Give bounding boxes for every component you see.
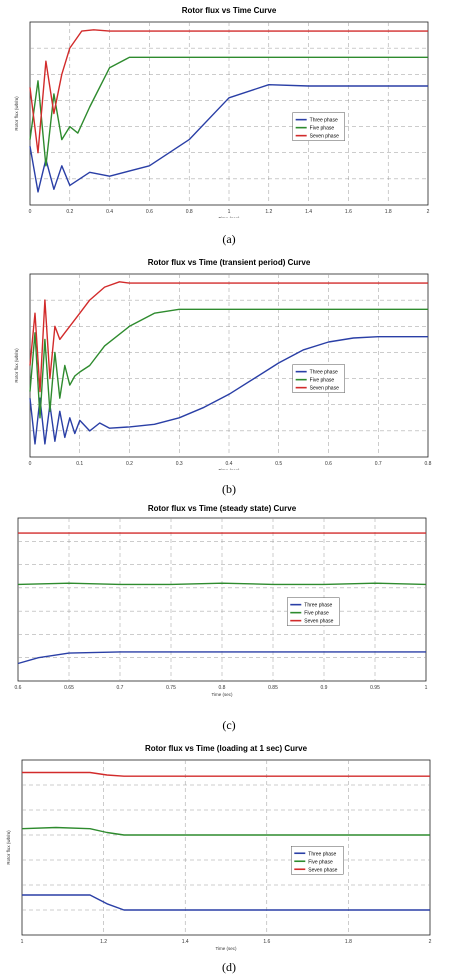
x-tick-label: 2: [429, 939, 432, 945]
legend-label: Five phase: [308, 859, 333, 865]
series-line-five-phase: [29, 56, 428, 167]
x-tick-label: 0.65: [64, 685, 74, 691]
x-tick-label: 1.8: [385, 209, 392, 215]
x-tick-label: 0.6: [15, 685, 22, 691]
x-tick-label: 0.85: [268, 685, 278, 691]
x-tick-label: 0.8: [186, 209, 193, 215]
x-tick-label: 0.6: [325, 461, 332, 467]
x-tick-label: 1.4: [182, 939, 189, 945]
legend-label: Seven phase: [304, 619, 333, 625]
legend: Three phase Five phase Seven phase: [292, 112, 345, 141]
chart-panel-c: Rotor flux vs Time (steady state) Curve 0…: [0, 498, 458, 708]
legend-label: Five phase: [310, 378, 335, 384]
caption-d: (d): [222, 960, 236, 974]
series-line-three-phase: [22, 894, 430, 911]
x-tick-label: 1.4: [305, 209, 312, 215]
legend-label: Five phase: [304, 611, 329, 617]
x-tick-label: 1.2: [100, 939, 107, 945]
x-axis-label: Time (sec): [215, 946, 237, 951]
legend-label: Seven phase: [310, 386, 339, 392]
legend-label: Seven phase: [308, 867, 337, 873]
caption-b: (b): [222, 482, 236, 496]
legend: Three phase Five phase Seven phase: [287, 597, 340, 626]
x-tick-label: 1: [425, 685, 428, 691]
x-tick-label: 1: [21, 939, 24, 945]
x-axis-label: Time (sec): [218, 468, 240, 470]
x-tick-label: 1.8: [345, 939, 352, 945]
chart-title: Rotor flux vs Time (steady state) Curve: [148, 504, 297, 513]
legend: Three phase Five phase Seven phase: [291, 846, 344, 875]
chart-panel-d: Rotor flux vs Time (loading at 1 sec) Cu…: [0, 738, 458, 958]
legend: Three phase Five phase Seven phase: [292, 364, 345, 393]
series-line-five-phase: [17, 582, 427, 586]
x-tick-label: 2: [427, 209, 430, 215]
x-tick-label: 1: [228, 209, 231, 215]
chart-title: Rotor flux vs Time (loading at 1 sec) Cu…: [145, 744, 308, 753]
x-tick-label: 0.5: [275, 461, 282, 467]
x-tick-label: 0.9: [321, 685, 328, 691]
legend-label: Seven phase: [310, 134, 339, 140]
series-line-seven-phase: [22, 771, 430, 777]
legend-label: Three phase: [310, 118, 338, 124]
series-line-seven-phase: [29, 29, 428, 154]
x-tick-label: 0.75: [166, 685, 176, 691]
x-tick-label: 0.7: [375, 461, 382, 467]
x-tick-label: 0: [29, 209, 32, 215]
x-tick-label: 0.95: [370, 685, 380, 691]
x-tick-label: 0.8: [425, 461, 432, 467]
x-axis-label: Time (sec): [218, 216, 240, 218]
y-axis-label: Rotor flux (wb/m): [6, 830, 11, 865]
legend-label: Three phase: [304, 603, 332, 609]
legend-label: Five phase: [310, 126, 335, 132]
series-line-seven-phase: [29, 281, 428, 393]
chart-panel-a: Rotor flux vs Time Curve 0 0.2 0.4 0.6 0.8 1 1.…: [0, 0, 458, 218]
chart-panel-b: Rotor flux vs Time (transient period) Cu…: [0, 252, 458, 470]
series-line-three-phase: [17, 651, 426, 665]
x-tick-label: 0.7: [117, 685, 124, 691]
x-tick-label: 0.4: [106, 209, 113, 215]
series-line-five-phase: [21, 826, 430, 836]
x-tick-label: 0.2: [66, 209, 73, 215]
x-tick-label: 1.2: [265, 209, 272, 215]
chart-c: Rotor flux vs Time (steady state) Curve 0…: [15, 504, 428, 697]
series-line-three-phase: [29, 335, 428, 445]
chart-b: Rotor flux vs Time (transient period) Cu…: [14, 258, 432, 470]
plot-area: [21, 759, 431, 936]
y-axis-label: Rotor flux (wb/m): [14, 96, 19, 131]
chart-title: Rotor flux vs Time Curve: [182, 6, 277, 15]
legend-label: Three phase: [308, 851, 336, 857]
y-axis-label: Rotor flux (wb/m): [14, 348, 19, 383]
x-tick-label: 0: [29, 461, 32, 467]
chart-title: Rotor flux vs Time (transient period) Cu…: [148, 258, 311, 267]
chart-d: Rotor flux vs Time (loading at 1 sec) Cu…: [6, 744, 432, 951]
x-tick-label: 0.3: [176, 461, 183, 467]
legend-label: Three phase: [310, 370, 338, 376]
x-tick-label: 1.6: [345, 209, 352, 215]
chart-a: Rotor flux vs Time Curve 0 0.2 0.4 0.6 0.8 1 1.…: [14, 6, 430, 218]
caption-c: (c): [222, 718, 236, 732]
caption-a: (a): [222, 232, 236, 246]
x-tick-label: 0.4: [226, 461, 233, 467]
series-line-three-phase: [29, 83, 428, 193]
x-tick-label: 1.6: [263, 939, 270, 945]
series-line-five-phase: [29, 308, 428, 419]
x-axis-label: Time (sec): [211, 692, 233, 697]
x-tick-label: 0.2: [126, 461, 133, 467]
x-tick-label: 0.6: [146, 209, 153, 215]
x-tick-label: 0.8: [219, 685, 226, 691]
x-tick-label: 0.1: [76, 461, 83, 467]
